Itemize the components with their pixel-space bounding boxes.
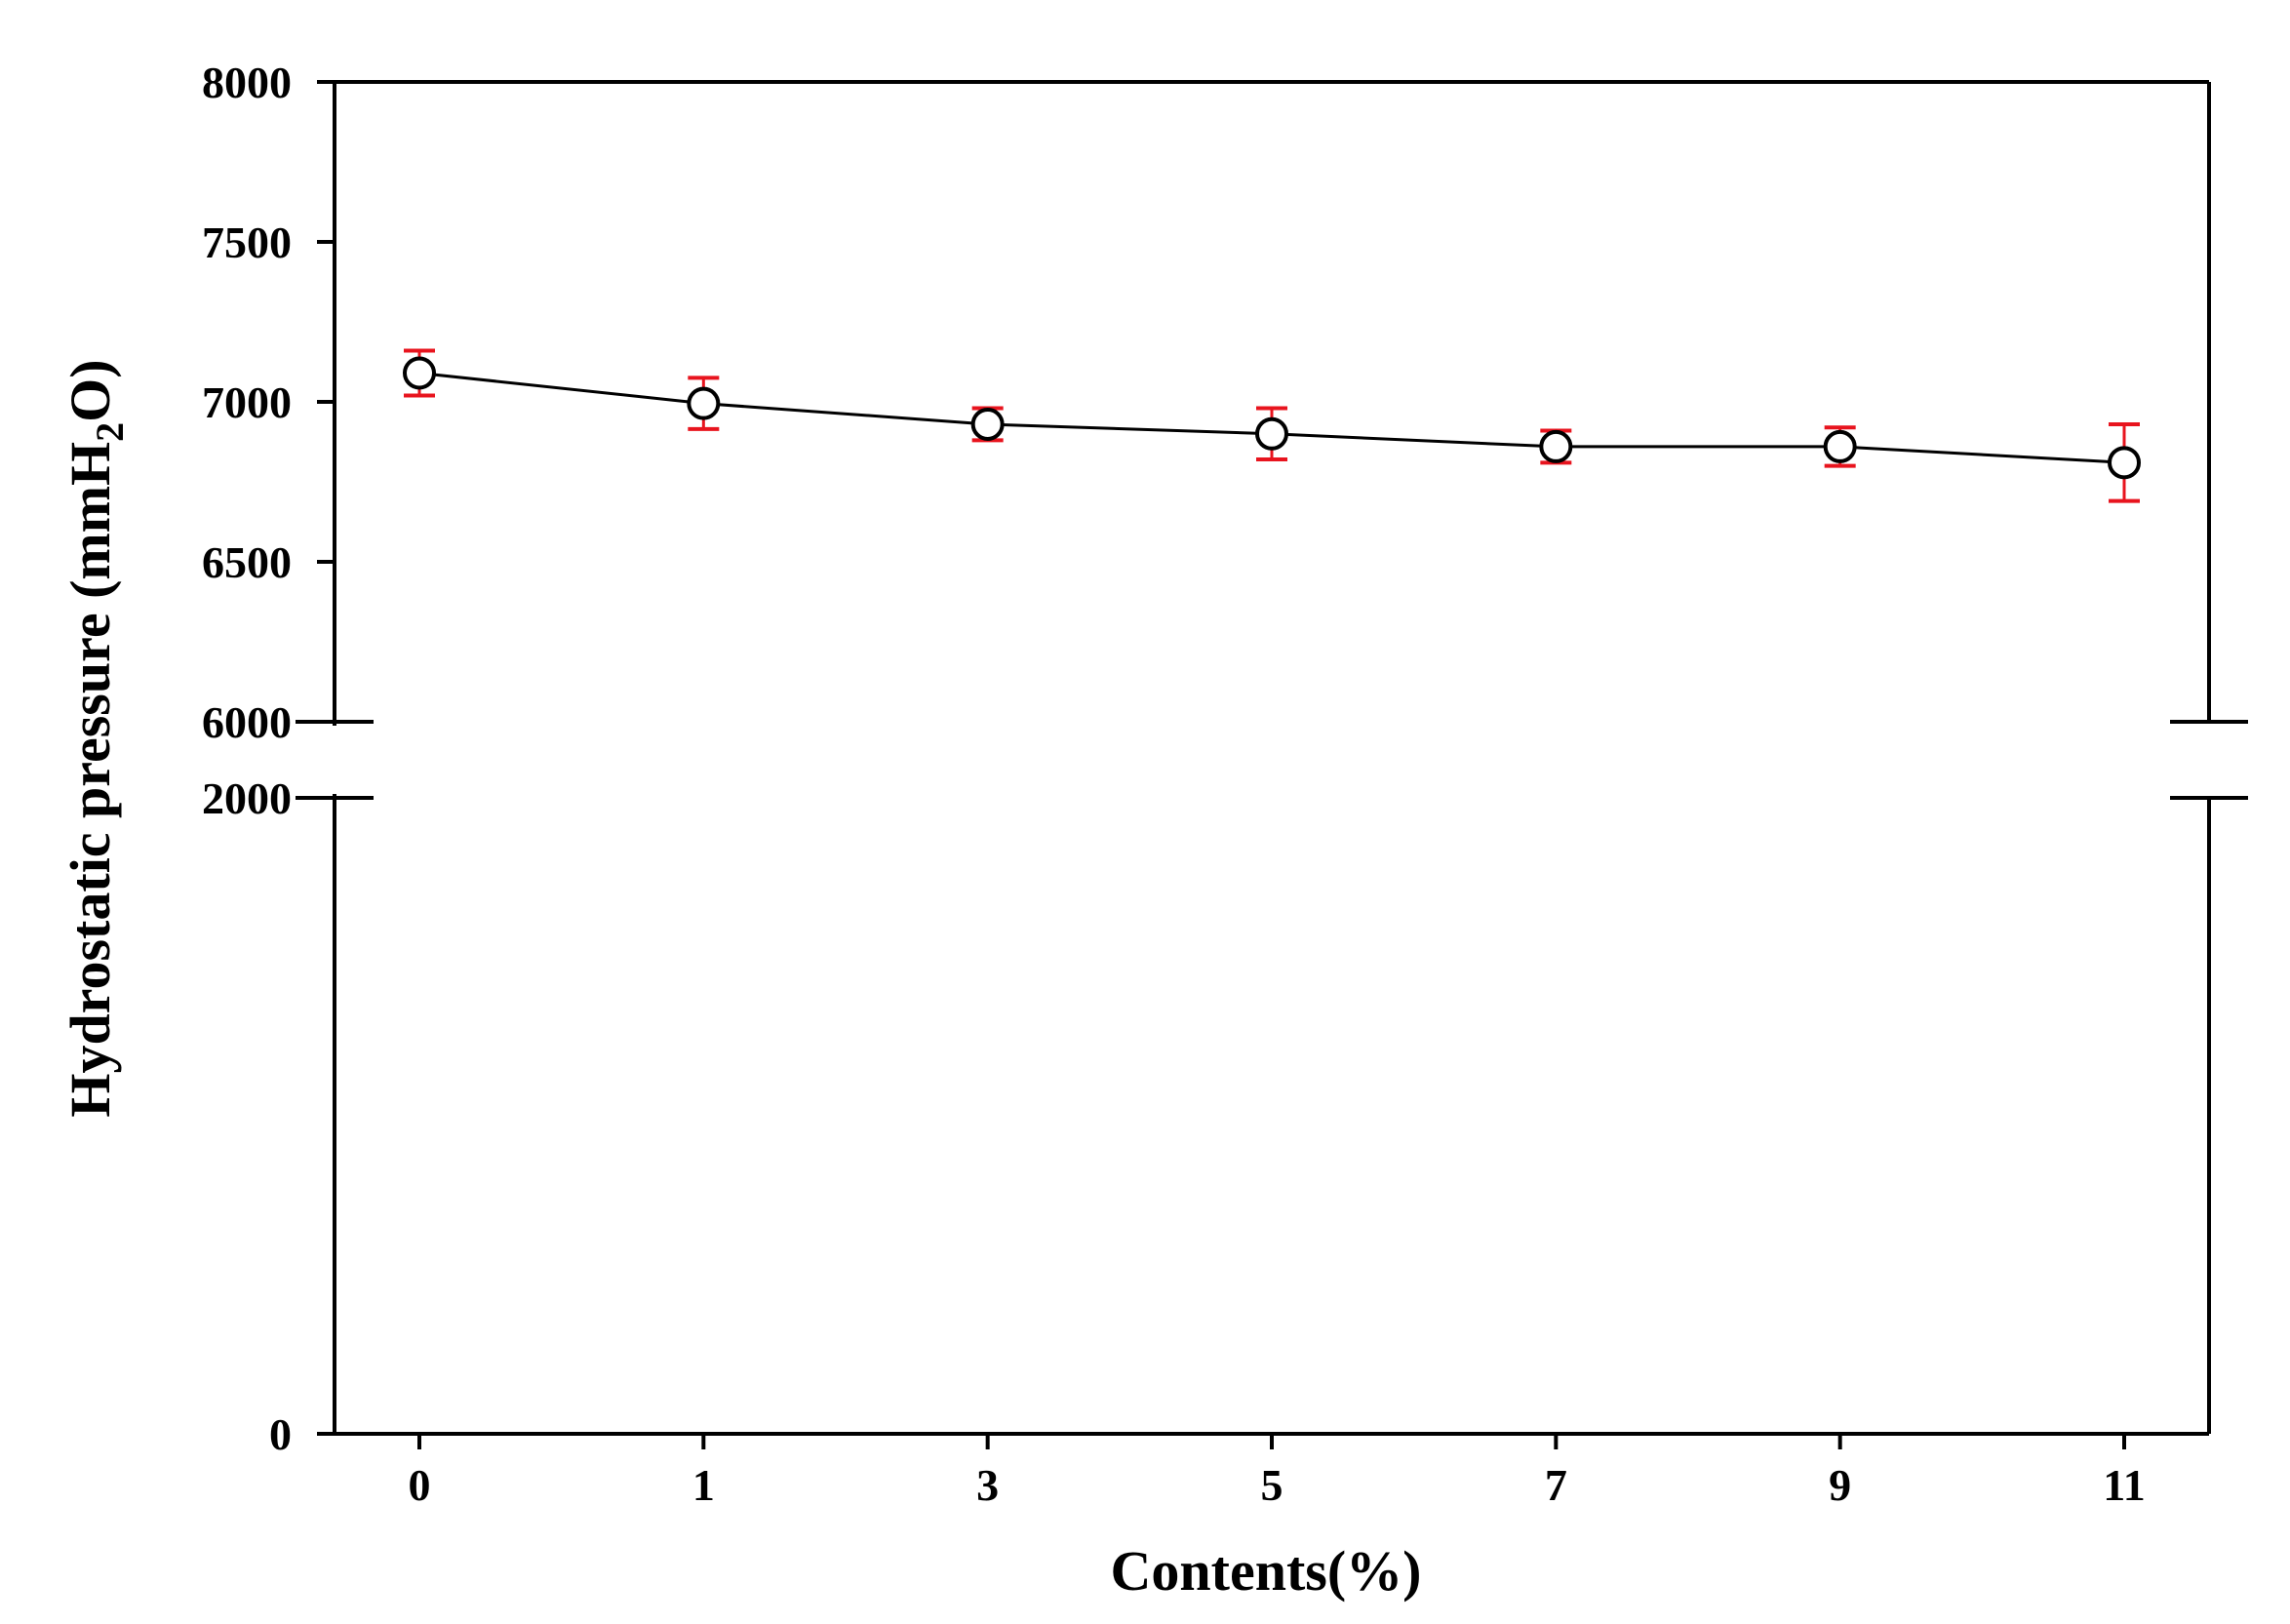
x-tick-label-3: 3 — [976, 1460, 999, 1510]
data-series — [403, 348, 2141, 503]
data-point-11 — [2108, 446, 2141, 480]
data-point-1 — [687, 386, 721, 420]
left-break-gap — [329, 726, 340, 794]
x-tick-label-0: 0 — [409, 1460, 431, 1510]
y-tick-label-6500: 6500 — [202, 537, 292, 587]
y-axis-ticks: 8000 7500 7000 6500 6000 2000 0 — [202, 58, 335, 1459]
y-tick-label-6000: 6000 — [202, 697, 292, 747]
x-tick-label-5: 5 — [1261, 1460, 1283, 1510]
y-axis-label-main: Hydrostatic pressure (mmH — [59, 442, 122, 1118]
y-tick-label-7500: 7500 — [202, 218, 292, 267]
x-tick-label-7: 7 — [1545, 1460, 1567, 1510]
plot-frame — [296, 80, 2248, 1436]
x-axis-label: Contents(%) — [1111, 1539, 1422, 1603]
y-tick-label-2000: 2000 — [202, 773, 292, 823]
y-axis-label: Hydrostatic pressure (mmH2O) — [59, 359, 132, 1117]
right-break-gap — [2203, 724, 2215, 796]
data-point-5 — [1255, 416, 1288, 451]
x-tick-label-11: 11 — [2103, 1460, 2145, 1510]
data-point-7 — [1539, 429, 1573, 463]
y-tick-label-8000: 8000 — [202, 58, 292, 107]
y-tick-label-7000: 7000 — [202, 377, 292, 427]
data-point-3 — [970, 407, 1005, 441]
y-axis-label-subscript: 2 — [88, 422, 132, 442]
data-point-0 — [403, 356, 436, 390]
x-tick-label-9: 9 — [1829, 1460, 1851, 1510]
x-tick-label-1: 1 — [692, 1460, 715, 1510]
x-axis-ticks: 0 1 3 5 7 9 11 — [409, 1434, 2146, 1510]
y-tick-label-0: 0 — [269, 1409, 292, 1459]
data-point-9 — [1823, 429, 1857, 463]
y-axis-label-end: O) — [59, 359, 122, 421]
